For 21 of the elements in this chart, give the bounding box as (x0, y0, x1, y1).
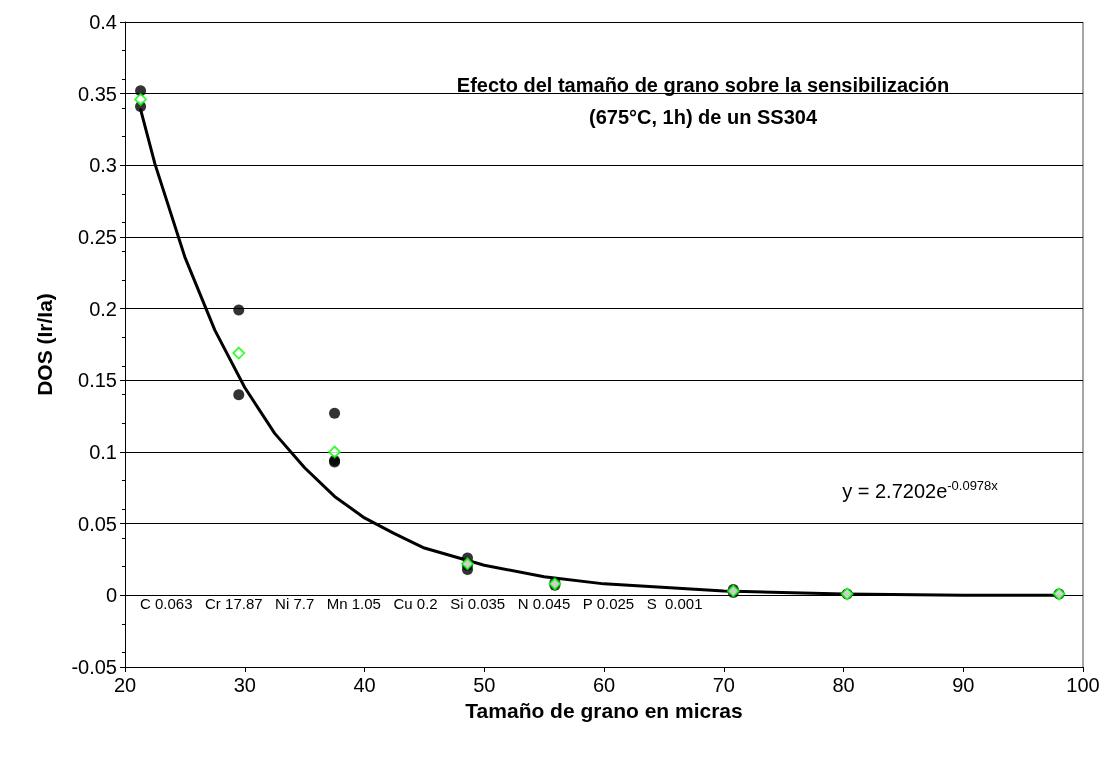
x-axis-title: Tamaño de grano en micras (465, 698, 743, 722)
x-tick-label: 60 (592, 674, 616, 696)
x-tick-label: 80 (832, 674, 855, 696)
y-tick-label: 0.4 (89, 11, 117, 33)
x-tick-label: 50 (473, 674, 496, 696)
y-tick-label: 0.2 (89, 297, 117, 320)
x-tick-label: 70 (712, 674, 735, 696)
text: Efecto del tamaño de grano sobre la sensibilización (675°C, 1h) de un SS304 (456, 74, 950, 128)
x-tick-label: 100 (1066, 674, 1100, 696)
y-tick-label: 0.35 (78, 82, 117, 105)
y-tick-label: 0 (105, 584, 117, 607)
y-tick-label: 0.05 (78, 512, 117, 535)
y-tick-label: 0.15 (78, 369, 117, 392)
y-tick-label: 0.25 (78, 226, 117, 248)
x-tick-label: 90 (952, 674, 975, 696)
x-tick-label: 30 (233, 674, 256, 696)
annotation: C 0.063 Cr 17.87 Ni 7.7 Mn 1.05 Cu 0.2 Si 0.035 N 0.045 P 0.025 S 0.001 (140, 595, 703, 612)
x-tick-label: 40 (353, 674, 376, 696)
y-tick-label: 0.3 (89, 154, 117, 177)
y-axis-title: DOS (Ir/Ia) (33, 293, 56, 396)
y-tick-label: 0.1 (89, 441, 117, 463)
